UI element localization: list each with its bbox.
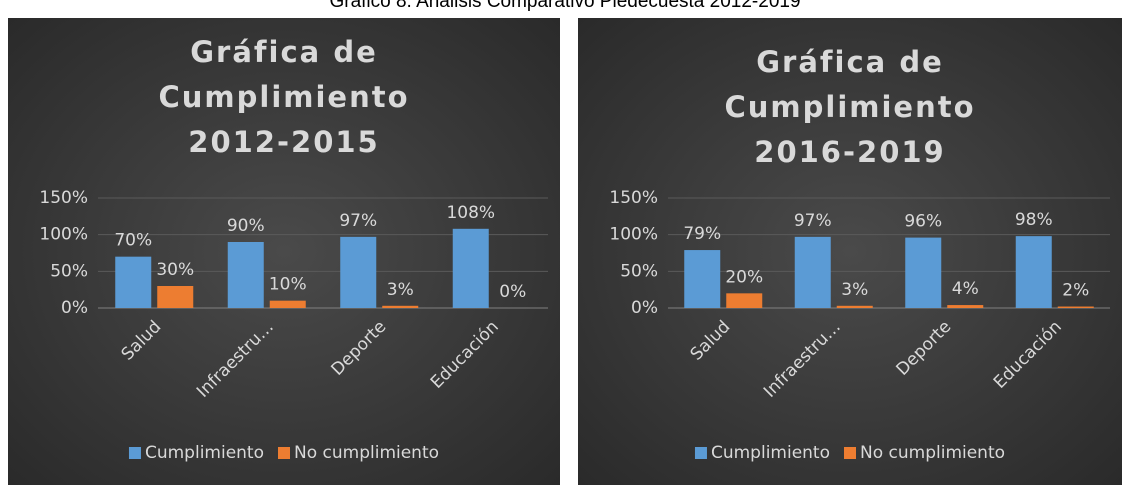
chart-panel: Gráfica de Cumplimiento 2016-2019 0% 50% 1… <box>578 18 1122 485</box>
y-tick-label: 100% <box>609 225 658 245</box>
x-tick-label: Deporte <box>327 317 390 380</box>
data-label: 0% <box>499 282 526 302</box>
legend-label: Cumplimiento <box>711 443 830 463</box>
data-label: 2% <box>1062 281 1089 301</box>
bar <box>684 250 721 308</box>
x-tick-label: Educación <box>990 317 1066 393</box>
x-tick-label: Infraestru… <box>760 317 845 402</box>
bar <box>905 237 942 308</box>
bar <box>157 286 194 308</box>
data-label: 70% <box>114 231 152 251</box>
y-tick-label: 150% <box>39 188 88 208</box>
legend-swatch <box>278 447 290 459</box>
data-label: 79% <box>683 224 721 244</box>
y-tick-label: 0% <box>631 298 658 318</box>
data-label: 90% <box>227 216 265 236</box>
x-tick-label: Infraestru… <box>193 317 278 402</box>
legend-label: No cumplimiento <box>294 443 439 463</box>
legend-swatch <box>694 447 707 459</box>
bar <box>794 236 831 308</box>
bar <box>227 242 264 308</box>
legend-label: Cumplimiento <box>145 443 264 463</box>
y-tick-label: 50% <box>50 261 88 281</box>
bar <box>269 300 306 308</box>
data-label: 97% <box>339 211 377 231</box>
data-label: 10% <box>269 275 307 295</box>
y-tick-label: 150% <box>609 188 658 208</box>
chart-title: Gráfica de Cumplimiento 2012-2015 <box>158 35 410 159</box>
bar <box>452 228 489 308</box>
chart-panel: Gráfica de Cumplimiento 2012-2015 0% 50% 1… <box>8 18 560 485</box>
data-label: 3% <box>841 280 868 300</box>
data-label: 96% <box>904 212 942 232</box>
chart: 0% 50% 100% 150% Salud 70%30% Infraestru… 90% 10… <box>39 188 548 463</box>
bar <box>836 305 873 308</box>
bar <box>382 305 419 308</box>
data-label: 3% <box>387 280 414 300</box>
data-label: 20% <box>725 267 763 287</box>
x-tick-label: Salud <box>118 317 166 365</box>
bar <box>115 256 152 308</box>
y-tick-label: 100% <box>39 225 88 245</box>
bar <box>340 236 377 308</box>
chart: 0% 50% 100% 150% Salud 79% 20% Infraestru… 97% 3%… <box>609 188 1110 463</box>
bar <box>1057 306 1094 308</box>
data-label: 97% <box>794 211 832 231</box>
data-label: 30% <box>156 260 194 280</box>
bar <box>726 293 763 308</box>
legend-swatch <box>844 447 856 459</box>
data-label: 108% <box>446 203 495 223</box>
x-tick-label: Educación <box>427 317 503 393</box>
legend-label: No cumplimiento <box>860 443 1005 463</box>
bar <box>947 305 984 308</box>
page-title: Gráfico 8. Análisis Comparativo Piedecue… <box>329 0 801 12</box>
y-tick-label: 50% <box>620 261 658 281</box>
data-label: 98% <box>1015 210 1053 230</box>
chart-title: Gráfica de Cumplimiento 2016-2019 <box>724 45 976 169</box>
data-label: 4% <box>952 279 979 299</box>
x-tick-label: Salud <box>687 317 735 365</box>
x-tick-label: Deporte <box>892 317 955 380</box>
bar <box>1015 236 1052 308</box>
y-tick-label: 0% <box>61 298 88 318</box>
legend-swatch <box>128 447 141 459</box>
